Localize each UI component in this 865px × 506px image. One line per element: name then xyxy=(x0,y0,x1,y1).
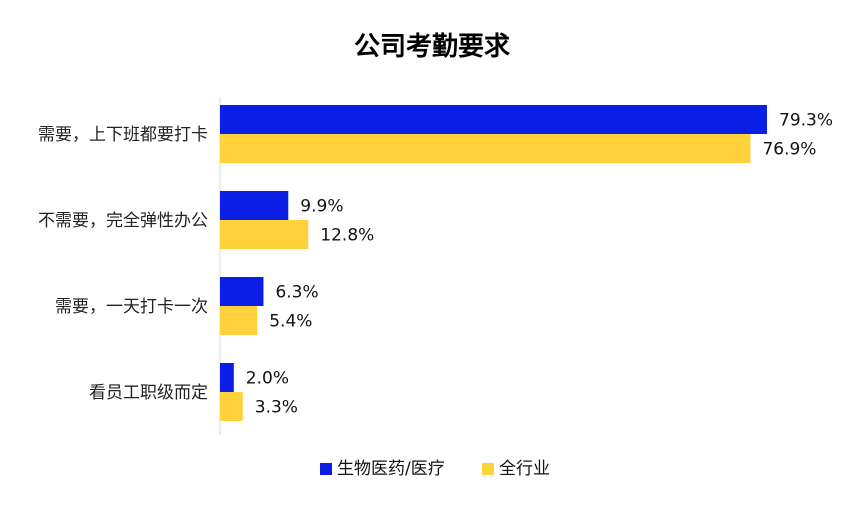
category-label: 看员工职级而定 xyxy=(89,383,208,403)
data-label: 2.0% xyxy=(246,369,289,389)
bar xyxy=(220,220,309,249)
bar xyxy=(220,277,264,306)
data-label: 76.9% xyxy=(762,140,816,160)
legend-label: 全行业 xyxy=(499,459,550,479)
data-label: 12.8% xyxy=(320,226,374,246)
data-label: 9.9% xyxy=(300,197,343,217)
bar xyxy=(220,105,767,134)
bar xyxy=(220,363,234,392)
data-label: 6.3% xyxy=(275,283,318,303)
data-label: 79.3% xyxy=(779,111,833,131)
category-label: 不需要，完全弹性办公 xyxy=(38,211,208,231)
category-label: 需要，一天打卡一次 xyxy=(55,297,208,317)
data-label: 5.4% xyxy=(269,312,312,332)
legend-swatch xyxy=(320,463,332,475)
bar xyxy=(220,191,289,220)
bar xyxy=(220,134,751,163)
plot-area: 需要，上下班都要打卡 79.3% 76.9% 不需要，完全弹性办公 9.9% 12.8% 需… xyxy=(38,105,833,421)
chart-title: 公司考勤要求 xyxy=(354,32,510,62)
bar xyxy=(220,306,258,335)
legend: 生物医药/医疗 全行业 xyxy=(320,459,550,479)
category-label: 需要，上下班都要打卡 xyxy=(38,125,208,145)
legend-swatch xyxy=(482,463,494,475)
legend-label: 生物医药/医疗 xyxy=(337,459,445,479)
data-label: 3.3% xyxy=(255,398,298,418)
bar xyxy=(220,392,243,421)
